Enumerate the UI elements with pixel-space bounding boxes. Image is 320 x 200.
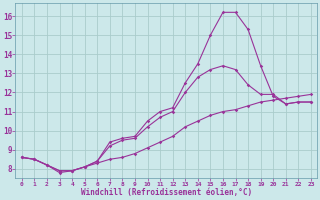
X-axis label: Windchill (Refroidissement éolien,°C): Windchill (Refroidissement éolien,°C) <box>81 188 252 197</box>
